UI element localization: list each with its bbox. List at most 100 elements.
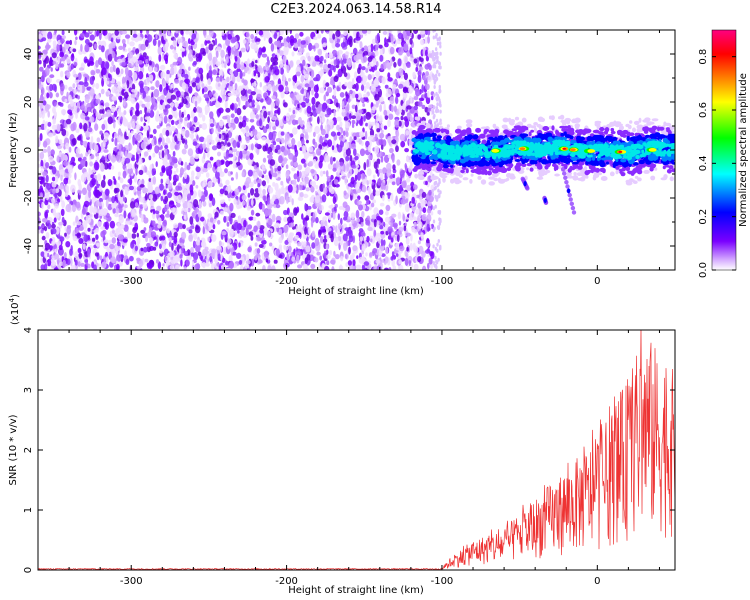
noise-speckle (67, 164, 73, 171)
noise-speckle (202, 168, 208, 173)
noise-speckle (290, 114, 296, 119)
noise-speckle (349, 169, 352, 177)
noise-speckle (136, 142, 140, 148)
noise-speckle (47, 145, 51, 155)
noise-speckle (363, 55, 367, 63)
noise-speckle (205, 110, 208, 115)
noise-speckle (103, 75, 107, 83)
noise-speckle (411, 196, 416, 204)
noise-speckle (322, 170, 326, 175)
noise-speckle (89, 161, 93, 167)
noise-speckle (110, 105, 116, 113)
noise-speckle (211, 262, 215, 270)
noise-speckle (110, 256, 117, 264)
noise-speckle (314, 92, 319, 99)
noise-speckle (59, 51, 65, 58)
noise-speckle (356, 217, 360, 223)
noise-speckle (233, 46, 236, 52)
noise-speckle (321, 194, 327, 203)
noise-speckle (422, 207, 427, 214)
noise-speckle (262, 157, 267, 163)
noise-speckle (341, 59, 344, 69)
noise-speckle (380, 123, 384, 129)
noise-speckle (99, 255, 103, 261)
noise-speckle (263, 250, 269, 258)
noise-speckle (297, 125, 301, 130)
noise-speckle (134, 245, 138, 252)
noise-speckle (426, 247, 430, 253)
noise-speckle (334, 254, 340, 260)
noise-speckle (139, 110, 143, 115)
noise-speckle (370, 83, 376, 92)
noise-speckle (184, 73, 189, 79)
noise-speckle (395, 97, 399, 105)
noise-speckle (51, 176, 56, 182)
noise-speckle (144, 116, 151, 120)
figure-title: C2E3.2024.063.14.58.R14 (270, 2, 442, 17)
noise-speckle (157, 217, 162, 225)
noise-speckle (65, 118, 72, 125)
noise-speckle (273, 259, 278, 264)
noise-speckle (327, 227, 332, 232)
noise-speckle (66, 71, 71, 79)
noise-speckle (74, 172, 77, 181)
noise-speckle (344, 253, 348, 260)
noise-speckle (58, 139, 63, 145)
noise-speckle (135, 134, 141, 142)
noise-speckle (182, 41, 188, 48)
noise-speckle (67, 178, 72, 185)
noise-speckle (152, 246, 157, 251)
noise-speckle (351, 104, 356, 110)
noise-speckle (330, 233, 334, 243)
noise-speckle (276, 31, 280, 39)
noise-speckle (363, 261, 370, 266)
noise-speckle (79, 122, 83, 130)
noise-speckle (165, 129, 170, 137)
noise-speckle (236, 200, 240, 205)
noise-speckle (104, 102, 110, 108)
noise-speckle (90, 69, 96, 75)
noise-speckle (183, 266, 187, 270)
noise-speckle (329, 64, 335, 71)
noise-speckle (426, 239, 430, 244)
noise-speckle (52, 60, 56, 65)
noise-speckle (257, 51, 261, 59)
noise-speckle (171, 157, 178, 164)
noise-speckle (254, 59, 258, 64)
noise-speckle (293, 248, 296, 256)
noise-speckle (374, 93, 380, 101)
noise-speckle (212, 166, 216, 172)
noise-speckle (350, 189, 354, 196)
noise-speckle (296, 241, 302, 247)
noise-speckle (403, 225, 407, 232)
noise-speckle (181, 138, 186, 144)
noise-speckle (275, 144, 281, 150)
noise-speckle (290, 161, 294, 167)
noise-speckle (207, 180, 213, 189)
noise-speckle (49, 57, 53, 66)
noise-speckle (396, 131, 400, 138)
noise-speckle (365, 122, 369, 127)
noise-speckle (287, 184, 293, 193)
noise-speckle (275, 204, 281, 209)
noise-speckle (239, 265, 244, 270)
noise-speckle (122, 83, 128, 90)
noise-speckle (44, 226, 48, 232)
noise-speckle (258, 244, 264, 248)
noise-speckle (118, 135, 121, 142)
noise-speckle (161, 165, 166, 173)
noise-speckle (349, 113, 352, 120)
noise-speckle (367, 74, 372, 81)
noise-speckle (359, 148, 366, 157)
noise-speckle (283, 149, 288, 156)
noise-speckle (148, 171, 152, 179)
noise-speckle (430, 95, 434, 101)
noise-speckle (361, 173, 366, 180)
noise-speckle (236, 141, 240, 148)
noise-speckle (136, 154, 139, 163)
noise-speckle (170, 32, 173, 38)
noise-speckle (49, 245, 53, 251)
noise-speckle (253, 164, 257, 170)
noise-speckle (124, 131, 127, 140)
noise-speckle (65, 241, 71, 248)
